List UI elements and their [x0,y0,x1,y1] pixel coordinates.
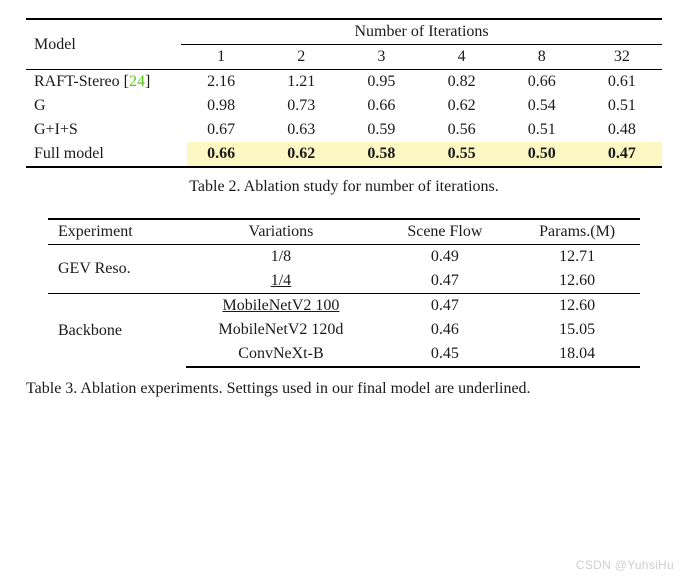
t3-header-exp: Experiment [48,219,186,245]
t2-col-32: 32 [582,45,662,70]
table-2-caption: Table 2. Ablation study for number of it… [26,178,662,196]
t2-col-3: 3 [341,45,421,70]
table-row: G+I+S 0.67 0.63 0.59 0.56 0.51 0.48 [26,118,662,142]
table-3-ablation: Experiment Variations Scene Flow Params.… [48,218,640,368]
table-row: GEV Reso. 1/8 0.49 12.71 [48,245,640,270]
watermark-text: CSDN @YuhsiHu [576,558,674,572]
t3-header-sf: Scene Flow [375,219,514,245]
t2-col-4: 4 [422,45,502,70]
table-2-iterations: Model Number of Iterations 1 2 3 4 8 32 … [26,18,662,168]
table-row-highlight: Full model 0.66 0.62 0.58 0.55 0.50 0.47 [26,142,662,167]
table-3-caption: Table 3. Ablation experiments. Settings … [26,378,662,400]
t2-col-8: 8 [502,45,582,70]
table-row: Backbone MobileNetV2 100 0.47 12.60 [48,294,640,319]
t2-col-1: 1 [181,45,261,70]
t2-col-2: 2 [261,45,341,70]
table-row: G 0.98 0.73 0.66 0.62 0.54 0.51 [26,94,662,118]
t2-r0-model-prefix: RAFT-Stereo [ [34,73,129,90]
t2-r0-model-suffix: ] [145,73,150,90]
citation-link[interactable]: 24 [129,73,145,90]
table-row: RAFT-Stereo [24] 2.16 1.21 0.95 0.82 0.6… [26,70,662,95]
t2-header-model: Model [26,19,181,70]
t3-header-pm: Params.(M) [514,219,640,245]
t2-header-iterations: Number of Iterations [181,19,662,45]
t3-header-var: Variations [186,219,375,245]
